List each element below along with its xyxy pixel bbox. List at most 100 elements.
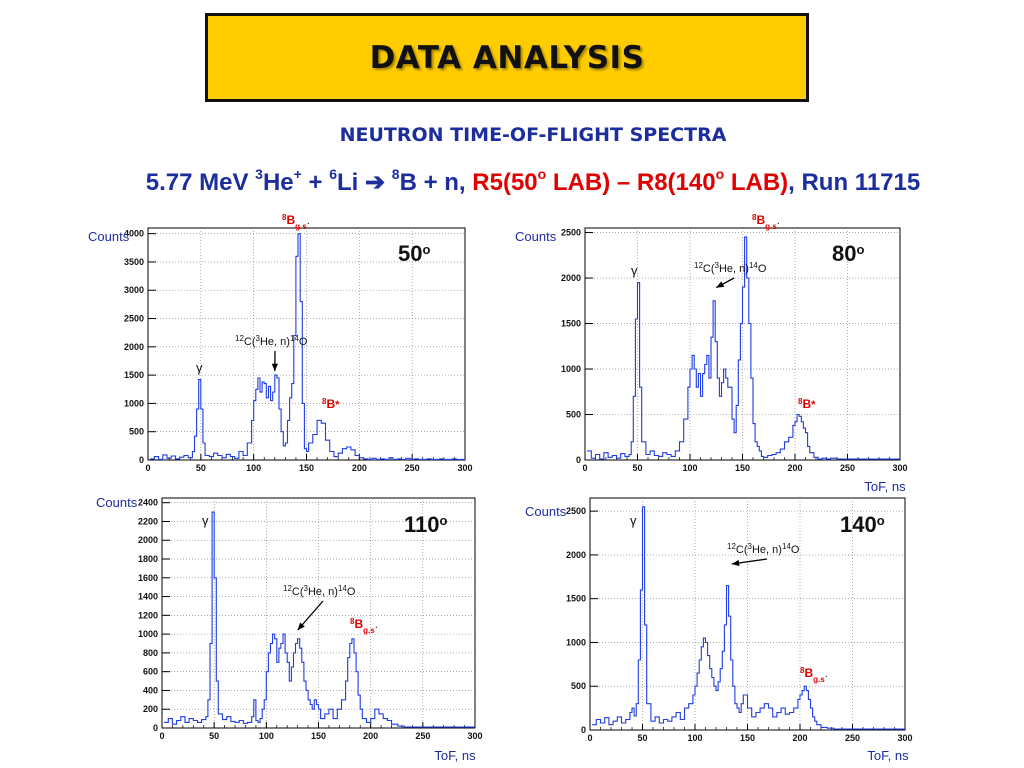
y-tick-label: 1000: [566, 637, 586, 647]
title-box: DATA ANALYSIS: [205, 13, 809, 102]
y-axis-label: Counts: [96, 495, 138, 510]
y-tick-label: 2000: [561, 273, 581, 283]
run-angles: R5(50o LAB) – R8(140o LAB): [472, 166, 789, 196]
annotation-arrowhead: [271, 363, 278, 372]
y-axis-label: Counts: [88, 229, 130, 244]
y-tick-label: 4000: [124, 229, 144, 239]
x-tick-label: 300: [892, 463, 907, 473]
y-tick-label: 500: [566, 410, 581, 420]
peak-annotation: γ: [196, 360, 203, 375]
y-tick-label: 1000: [124, 398, 144, 408]
x-tick-label: 250: [405, 463, 420, 473]
reaction-line: 5.77 MeV 3He+ + 6Li ➔ 8B + n, R5(50o LAB…: [0, 166, 1024, 197]
spectrum-panel: 0 50 100 150 200 250 300 0 200 400 600 800 1000 1200 1…: [96, 495, 483, 763]
reaction-sup: 6: [329, 166, 337, 182]
x-tick-label: 200: [792, 733, 807, 743]
spectrum-line: [164, 511, 475, 728]
reaction-sup: o: [537, 166, 547, 182]
y-axis-label: Counts: [515, 229, 557, 244]
peak-annotation: 8Bg.s.: [350, 617, 378, 635]
x-tick-label: 200: [363, 731, 378, 741]
peak-annotation: 12C(3He, n)14O: [727, 542, 800, 557]
peak-annotation: γ: [631, 263, 638, 278]
y-tick-label: 3500: [124, 257, 144, 267]
y-tick-label: 500: [129, 427, 144, 437]
x-tick-label: 150: [740, 733, 755, 743]
y-tick-label: 1400: [138, 592, 158, 602]
reaction-part: He: [262, 169, 294, 196]
y-tick-label: 200: [143, 704, 158, 714]
y-tick-label: 0: [576, 455, 581, 465]
x-axis-label: ToF, ns: [434, 748, 476, 763]
x-tick-label: 50: [637, 733, 647, 743]
spectrum-panel: 0 50 100 150 200 250 300 0 500 1000 1500 2000 2500Co…: [525, 497, 913, 763]
y-tick-label: 2000: [124, 342, 144, 352]
peak-annotation: 8Bg.s.: [282, 213, 310, 231]
spectrum-panel: 0 50 100 150 200 250 3000500100015002000250030…: [88, 213, 473, 474]
x-tick-label: 0: [582, 463, 587, 473]
x-tick-label: 0: [587, 733, 592, 743]
x-tick-label: 250: [840, 463, 855, 473]
x-axis-label: ToF, ns: [867, 748, 909, 763]
angle-label: 80o: [832, 241, 864, 266]
x-tick-label: 200: [787, 463, 802, 473]
x-tick-label: 250: [845, 733, 860, 743]
y-tick-label: 2000: [138, 535, 158, 545]
reaction-part: 5.77 MeV: [145, 169, 256, 196]
reaction-part: Li: [337, 169, 365, 196]
peak-annotation: 8Bg.s.: [800, 666, 828, 684]
y-tick-label: 1000: [138, 629, 158, 639]
x-axis-label: ToF, ns: [864, 479, 906, 494]
angle-label: 50o: [398, 241, 430, 266]
spectrum-line: [150, 233, 465, 460]
spectrum-line: [592, 506, 905, 730]
reaction-part: LAB) – R8(140: [546, 169, 716, 196]
angle-label: 110o: [404, 512, 448, 537]
annotation-arrowhead: [731, 559, 740, 567]
peak-annotation: γ: [630, 513, 637, 528]
angle-label: 140o: [840, 512, 885, 537]
y-tick-label: 800: [143, 648, 158, 658]
y-tick-label: 1500: [124, 370, 144, 380]
plot-frame: [584, 227, 901, 461]
y-tick-label: 600: [143, 667, 158, 677]
y-tick-label: 0: [139, 455, 144, 465]
x-tick-label: 300: [897, 733, 912, 743]
x-tick-label: 50: [196, 463, 206, 473]
y-tick-label: 0: [581, 725, 586, 735]
peak-annotation: 12C(3He, n)14O: [694, 261, 767, 276]
y-tick-label: 1500: [561, 319, 581, 329]
y-tick-label: 500: [571, 681, 586, 691]
peak-annotation: 8B*: [798, 397, 816, 412]
y-tick-label: 3000: [124, 285, 144, 295]
y-tick-label: 1200: [138, 610, 158, 620]
reaction-part: LAB): [724, 169, 789, 196]
x-tick-label: 0: [159, 731, 164, 741]
spectrum-line: [587, 236, 900, 460]
y-tick-label: 2500: [124, 314, 144, 324]
x-tick-label: 200: [352, 463, 367, 473]
x-tick-label: 100: [687, 733, 702, 743]
annotation-arrowhead: [297, 622, 305, 631]
reaction-part: +: [301, 169, 330, 196]
reaction-part: B + n,: [399, 169, 473, 196]
x-tick-label: 100: [259, 731, 274, 741]
y-tick-label: 0: [153, 723, 158, 733]
annotation-arrowhead: [716, 281, 725, 288]
plot-frame: [147, 227, 466, 461]
subtitle: NEUTRON TIME-OF-FLIGHT SPECTRA: [339, 124, 727, 146]
x-tick-label: 300: [457, 463, 472, 473]
x-tick-label: 50: [632, 463, 642, 473]
y-tick-label: 400: [143, 685, 158, 695]
peak-annotation: 12C(3He, n)14O: [235, 334, 308, 349]
y-tick-label: 1600: [138, 573, 158, 583]
page-title: DATA ANALYSIS: [369, 39, 645, 76]
reaction-part: , Run 11715: [788, 169, 921, 196]
x-tick-label: 150: [735, 463, 750, 473]
x-tick-label: 300: [467, 731, 482, 741]
x-tick-label: 150: [311, 731, 326, 741]
x-tick-label: 250: [415, 731, 430, 741]
y-tick-label: 1000: [561, 364, 581, 374]
arrow-icon: ➔: [365, 169, 386, 196]
